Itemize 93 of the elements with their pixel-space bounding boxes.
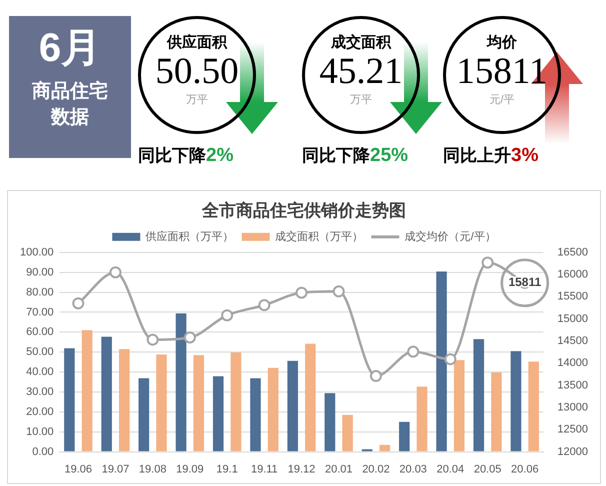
x-tick-label: 20.06 [511, 463, 539, 476]
bar [342, 414, 353, 452]
legend-label: 成交均价（元/平） [404, 230, 496, 243]
text: 3% [511, 145, 538, 166]
text: 供应面积 [166, 33, 228, 52]
point [370, 370, 382, 382]
y2-tick-label: 13000 [557, 402, 588, 414]
bar [250, 378, 261, 452]
y-tick-label: 50.00 [26, 346, 54, 358]
point [332, 285, 345, 298]
y2-tick-label: 16500 [557, 246, 588, 258]
x-tick-label: 19.1 [216, 463, 238, 476]
text: 均价 [486, 33, 518, 52]
text: 同比上升 [443, 146, 511, 165]
bar [287, 360, 298, 452]
point [258, 299, 270, 312]
bar [64, 348, 75, 452]
chart-title: 全市商品住宅供销价走势图 [201, 200, 406, 220]
bar [156, 354, 167, 452]
text: 商品住宅数据 [31, 80, 109, 130]
bar [436, 272, 447, 452]
y-tick-label: 90.00 [26, 266, 54, 278]
bar [491, 372, 502, 452]
bar [473, 339, 484, 452]
y-tick-label: 40.00 [26, 366, 54, 378]
text: 同比下降 [138, 146, 206, 165]
y-tick-label: 100.00 [20, 246, 54, 258]
bar [119, 349, 130, 452]
y2-tick-label: 15500 [557, 290, 588, 303]
y-tick-label: 30.00 [26, 386, 54, 398]
y-tick-label: 10.00 [26, 426, 54, 438]
bar [454, 360, 465, 452]
text: 45.21 [318, 51, 404, 92]
bar [176, 313, 186, 452]
point [296, 286, 308, 299]
text: 同比下降 [302, 146, 370, 165]
y-tick-label: 80.00 [26, 286, 54, 298]
x-tick-label: 20.01 [324, 463, 353, 476]
x-tick-label: 19.07 [102, 463, 130, 476]
y2-tick-label: 16000 [557, 268, 588, 281]
x-tick-label: 19.09 [176, 463, 204, 476]
text: 6月 [38, 25, 102, 72]
point [184, 331, 196, 344]
x-tick-label: 19.11 [250, 463, 278, 476]
bar [82, 330, 92, 452]
bar [399, 422, 410, 452]
point [146, 334, 159, 346]
point [444, 353, 456, 366]
data-label: 15811 [508, 275, 542, 290]
bar [379, 444, 390, 452]
point [482, 256, 494, 269]
bar [138, 378, 150, 452]
bar [416, 386, 428, 452]
text: 成交面积 [330, 33, 392, 52]
y-tick-label: 70.00 [26, 306, 54, 318]
legend-label: 供应面积（万平） [146, 230, 234, 243]
y2-tick-label: 14000 [557, 357, 588, 370]
bar [305, 344, 316, 452]
y2-tick-label: 13500 [557, 379, 588, 392]
point [72, 297, 84, 310]
bar [324, 393, 336, 452]
bar [101, 336, 112, 452]
y2-tick-label: 12500 [557, 424, 588, 436]
point [221, 309, 234, 322]
point [407, 346, 420, 358]
text: 50.50 [154, 51, 240, 92]
x-tick-label: 20.04 [436, 463, 464, 476]
text: 元/平 [488, 93, 516, 107]
bar [212, 376, 224, 452]
x-tick-label: 20.02 [362, 463, 390, 476]
bar [528, 362, 539, 452]
x-tick-label: 19.12 [288, 463, 316, 476]
y2-tick-label: 12000 [557, 446, 588, 458]
text: 15811 [455, 51, 549, 92]
bar [193, 355, 204, 452]
bar [268, 368, 278, 452]
text: 万平 [349, 93, 373, 107]
x-tick-label: 20.03 [399, 463, 427, 476]
text: 2% [206, 145, 234, 166]
y2-tick-label: 14500 [557, 335, 588, 348]
y2-tick-label: 15000 [557, 312, 588, 325]
x-tick-label: 19.06 [64, 463, 92, 476]
text: 万平 [185, 93, 209, 107]
y-tick-label: 60.00 [26, 326, 54, 338]
y-tick-label: 20.00 [26, 406, 54, 418]
x-tick-label: 19.08 [138, 463, 166, 476]
point [109, 266, 122, 278]
text: 25% [370, 145, 408, 166]
x-tick-label: 20.05 [474, 463, 502, 476]
legend-label: 成交面积（万平） [275, 230, 364, 243]
y-tick-label: 0.00 [32, 446, 54, 458]
bar [510, 351, 522, 452]
bar [230, 352, 242, 452]
